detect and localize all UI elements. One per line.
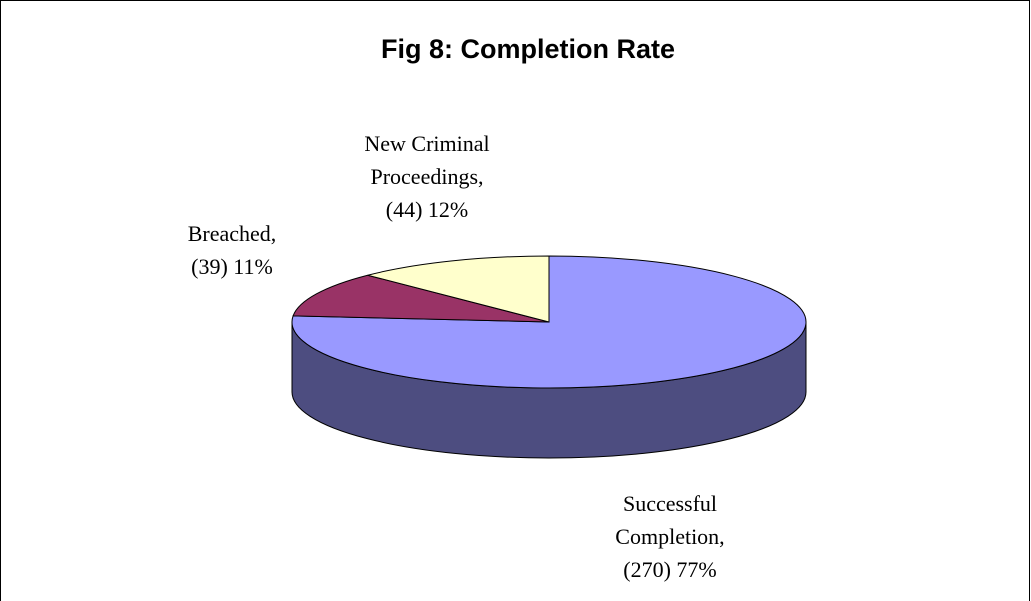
pie-slice: [367, 255, 550, 323]
pie-slice: [291, 255, 807, 389]
slice-value: (270) 77%: [623, 557, 717, 582]
slice-label: New Criminal Proceedings, (44) 12%: [337, 127, 517, 226]
slice-name: Breached,: [187, 221, 277, 246]
slice-label: Breached, (39) 11%: [152, 217, 312, 283]
slice-name: New Criminal Proceedings,: [364, 131, 490, 189]
chart-title: Fig 8: Completion Rate: [380, 34, 675, 64]
slice-name: Successful Completion,: [615, 491, 725, 549]
slice-value: (39) 11%: [191, 254, 273, 279]
slice-value: (44) 12%: [385, 197, 469, 222]
pie-slice: [292, 274, 550, 323]
slice-label: Successful Completion, (270) 77%: [585, 487, 755, 586]
